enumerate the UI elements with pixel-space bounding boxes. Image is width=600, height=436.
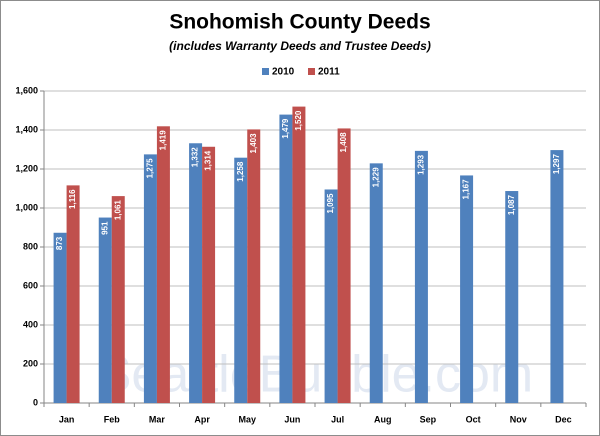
- bar: [247, 129, 261, 404]
- value-label: 1,275: [146, 158, 155, 179]
- bar: [460, 175, 474, 403]
- y-tick-label: 1,200: [15, 163, 38, 173]
- value-label: 1,297: [552, 154, 561, 175]
- x-tick-label: Dec: [555, 414, 572, 424]
- chart-title: Snohomish County Deeds: [169, 11, 430, 34]
- value-label: 1,258: [236, 161, 245, 182]
- value-label: 1,479: [281, 118, 290, 139]
- y-tick-label: 0: [33, 397, 38, 407]
- y-tick-label: 400: [23, 319, 38, 329]
- value-label: 1,314: [204, 150, 213, 171]
- x-tick-label: Jan: [59, 414, 75, 424]
- x-tick-label: Sep: [420, 414, 437, 424]
- legend-label: 2011: [318, 67, 340, 78]
- value-label: 1,095: [326, 193, 335, 214]
- bar: [98, 217, 112, 403]
- y-tick-label: 800: [23, 241, 38, 251]
- y-tick-label: 1,400: [15, 124, 38, 134]
- value-label: 1,332: [191, 147, 200, 168]
- bar: [369, 163, 383, 403]
- legend-swatch: [308, 68, 315, 75]
- value-label: 1,403: [249, 133, 258, 154]
- bar: [111, 196, 125, 403]
- y-tick-label: 200: [23, 358, 38, 368]
- y-tick-label: 600: [23, 280, 38, 290]
- bar: [505, 191, 519, 403]
- x-tick-label: Mar: [149, 414, 166, 424]
- chart-subtitle: (includes Warranty Deeds and Trustee Dee…: [169, 39, 431, 53]
- y-tick-label: 1,600: [15, 85, 38, 95]
- x-tick-label: Oct: [466, 414, 481, 424]
- value-label: 1,116: [68, 189, 77, 209]
- bar: [550, 150, 564, 403]
- y-tick-label: 1,000: [15, 202, 38, 212]
- value-label: 951: [100, 221, 109, 235]
- bar: [279, 114, 293, 403]
- bar: [189, 143, 203, 403]
- bar: [337, 128, 351, 403]
- bar: [324, 189, 338, 403]
- x-tick-label: Nov: [510, 414, 527, 424]
- value-label: 1,520: [294, 110, 303, 131]
- value-label: 1,061: [113, 200, 122, 221]
- x-tick-label: Aug: [374, 414, 392, 424]
- x-tick-label: May: [238, 414, 256, 424]
- x-tick-label: Jul: [331, 414, 344, 424]
- legend-swatch: [262, 68, 269, 75]
- value-label: 1,408: [339, 132, 348, 153]
- bar: [53, 232, 67, 403]
- bar: [66, 185, 80, 403]
- x-tick-label: Apr: [194, 414, 210, 424]
- value-label: 1,293: [417, 154, 426, 175]
- x-tick-label: Feb: [104, 414, 121, 424]
- bar: [202, 146, 216, 403]
- value-label: 873: [55, 236, 64, 250]
- x-tick-label: Jun: [284, 414, 300, 424]
- bar: [414, 150, 428, 403]
- value-label: 1,419: [159, 130, 168, 151]
- value-label: 1,229: [371, 167, 380, 188]
- bar: [292, 106, 306, 403]
- bar: [143, 154, 157, 403]
- bar: [156, 126, 170, 404]
- bar: [234, 157, 248, 403]
- value-label: 1,087: [507, 194, 516, 215]
- legend-label: 2010: [272, 67, 295, 78]
- value-label: 1,167: [462, 179, 471, 200]
